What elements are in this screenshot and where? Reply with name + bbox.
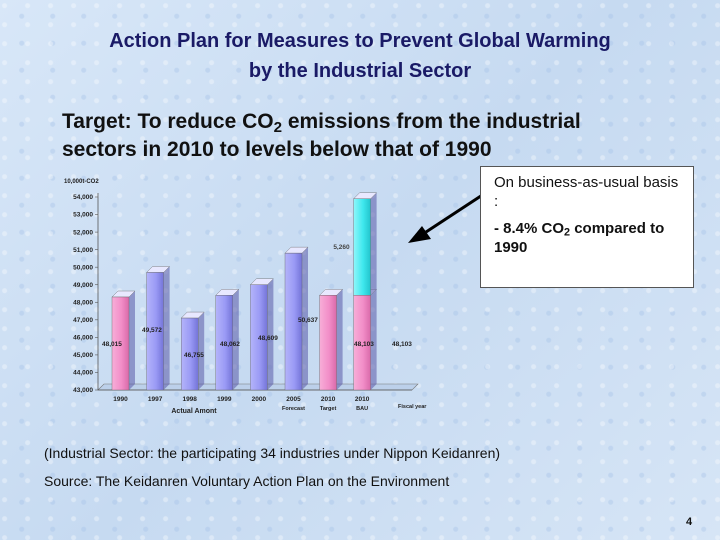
y-tick-label: 48,000 — [73, 299, 93, 306]
target-text-pre: Target: To reduce CO — [62, 110, 274, 133]
bar-side — [232, 289, 239, 390]
bar-front — [146, 272, 164, 391]
target-line-1: Target: To reduce CO2 emissions from the… — [62, 108, 702, 136]
y-tick-label: 50,000 — [73, 264, 93, 271]
x-group-label: Target — [320, 406, 337, 412]
bar-front — [353, 198, 371, 296]
bar — [215, 289, 240, 391]
target-subscript: 2 — [273, 118, 282, 136]
bar-side — [129, 291, 135, 390]
y-tick-label: 54,000 — [73, 194, 93, 201]
bar-value-label: 49,572 — [142, 327, 162, 334]
target-line-2: sectors in 2010 to levels below that of … — [62, 138, 492, 161]
bar-front — [111, 296, 130, 391]
industrial-sector-note: (Industrial Sector: the participating 34… — [44, 445, 501, 461]
bar-value-label: 50,637 — [298, 317, 318, 324]
x-group-label: Forecast — [282, 406, 305, 412]
x-axis-label: Fiscal year — [398, 404, 427, 410]
bar-side — [163, 266, 170, 390]
bar-value-label: 48,062 — [220, 341, 240, 348]
bar-value-label: 46,755 — [184, 352, 204, 359]
y-tick-label: 43,000 — [73, 387, 93, 394]
bar — [146, 266, 171, 391]
bar-value-label: 48,103 — [392, 341, 412, 348]
bar-value-label: 48,103 — [354, 341, 374, 348]
y-tick-label: 49,000 — [73, 282, 93, 289]
y-tick-label: 51,000 — [73, 247, 93, 254]
callout-post: compared to 1990 — [494, 220, 665, 256]
bar — [180, 311, 205, 391]
callout-pre: - 8.4% CO — [494, 220, 565, 237]
x-tick-label: 1999 — [217, 396, 232, 403]
bar-front — [319, 295, 337, 391]
callout-text-2: - 8.4% CO2 compared to 1990 — [494, 219, 685, 257]
x-tick-label: 1997 — [148, 396, 163, 403]
y-tick-label: 44,000 — [73, 370, 93, 377]
x-group-label: Actual Amont — [171, 408, 217, 415]
bar-value-label: 48,609 — [258, 335, 278, 342]
bar-value-label: 5,260 — [333, 244, 350, 251]
callout-arrowhead-icon — [408, 226, 431, 243]
bar-side — [267, 278, 274, 390]
title-line-1: Action Plan for Measures to Prevent Glob… — [109, 30, 611, 52]
slide-title: Action Plan for Measures to Prevent Glob… — [0, 26, 720, 86]
x-group-label: BAU — [356, 406, 368, 412]
bar-side — [370, 192, 377, 296]
bar-front — [250, 284, 268, 391]
title-line-2: by the Industrial Sector — [248, 60, 472, 82]
x-tick-label: 2010 — [321, 396, 336, 403]
callout-subscript: 2 — [564, 226, 571, 239]
bar — [249, 278, 274, 391]
bar-side — [302, 247, 308, 390]
bar-stacked-segment — [353, 192, 378, 296]
page-number: 4 — [686, 516, 693, 528]
target-statement: Target: To reduce CO2 emissions from the… — [62, 108, 702, 164]
x-tick-label: 1998 — [182, 396, 197, 403]
callout-text-1: On business-as-usual basis : — [494, 174, 679, 210]
source-note: Source: The Keidanren Voluntary Action P… — [44, 473, 450, 489]
y-tick-label: 45,000 — [73, 352, 93, 359]
y-tick-label: 47,000 — [73, 317, 93, 324]
x-tick-label: 2005 — [286, 396, 301, 403]
x-tick-label: 2000 — [252, 396, 267, 403]
callout-arrow-line — [425, 188, 491, 234]
y-tick-label: 52,000 — [73, 229, 93, 236]
bar — [353, 289, 378, 391]
callout-box: On business-as-usual basis : - 8.4% CO2 … — [480, 166, 694, 288]
bar — [111, 290, 136, 391]
bar — [319, 289, 344, 391]
bar-side — [336, 289, 343, 390]
x-tick-label: 2010 — [355, 396, 370, 403]
bar — [284, 246, 309, 391]
bar-front — [215, 295, 234, 391]
y-axis-label: 10,000t-CO2 — [64, 179, 99, 185]
bar-side — [198, 312, 205, 390]
bar-front — [284, 252, 303, 391]
x-tick-label: 1990 — [113, 396, 128, 403]
bar-side — [370, 289, 377, 390]
y-tick-label: 46,000 — [73, 335, 93, 342]
target-text-post: emissions from the industrial — [282, 110, 581, 133]
bar-value-label: 48,015 — [102, 341, 122, 348]
y-tick-label: 53,000 — [73, 212, 93, 219]
bar-front — [180, 317, 199, 391]
